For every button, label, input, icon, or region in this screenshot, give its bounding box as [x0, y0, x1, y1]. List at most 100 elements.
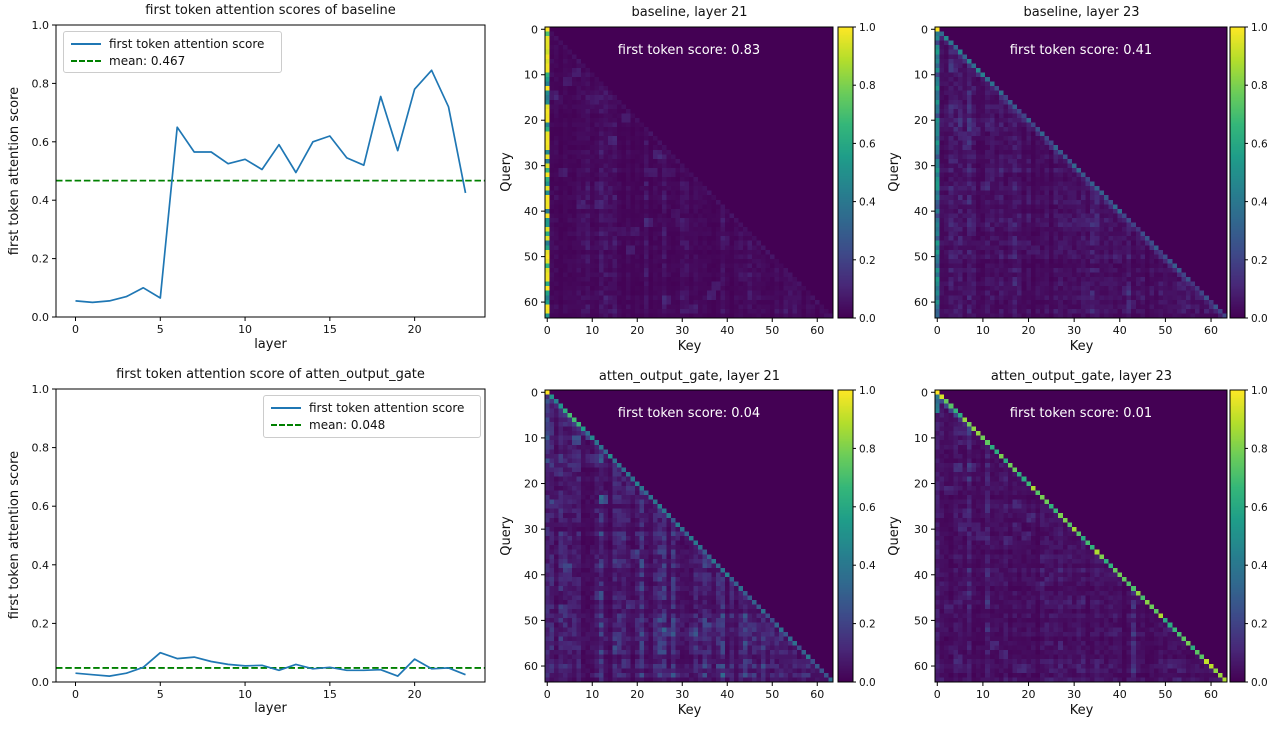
x-tick-label: 5	[157, 688, 164, 701]
legend-dash-sample	[271, 424, 301, 427]
plot-title-gate-l21: atten_output_gate, layer 21	[598, 369, 781, 384]
y-tick-label: 60	[914, 660, 928, 673]
x-tick-label: 20	[408, 323, 422, 336]
x-axis-label-key: Key	[1069, 339, 1094, 354]
x-tick-label: 10	[976, 688, 990, 701]
y-tick-label: 10	[914, 432, 928, 445]
legend-entry-series: first token attention score	[71, 35, 274, 52]
colorbar-tick-label: 0.2	[859, 619, 876, 631]
x-tick-label: 15	[323, 688, 337, 701]
y-tick-label: 0.6	[32, 136, 50, 149]
x-tick-label: 0	[934, 324, 941, 337]
x-tick-label: 20	[408, 688, 422, 701]
y-tick-label: 0.4	[32, 559, 50, 572]
y-tick-label: 60	[524, 660, 538, 673]
y-tick-label: 10	[914, 69, 928, 82]
y-tick-label: 0.0	[32, 676, 50, 689]
x-tick-label: 20	[630, 324, 644, 337]
y-tick-label: 0	[531, 386, 538, 399]
colorbar-tick-label: 0.0	[859, 677, 876, 689]
y-tick-label: 0.8	[32, 77, 50, 90]
y-tick-label: 20	[914, 478, 928, 491]
plot-title-baseline-l23: baseline, layer 23	[1023, 5, 1140, 20]
x-tick-label: 10	[238, 323, 252, 336]
y-tick-label: 50	[914, 614, 928, 627]
x-tick-label: 50	[1158, 688, 1172, 701]
x-tick-label: 40	[720, 324, 734, 337]
annotation-first-token-score: first token score: 0.83	[617, 43, 761, 58]
y-tick-label: 0.0	[32, 311, 50, 324]
y-tick-label: 30	[914, 160, 928, 173]
y-tick-label: 10	[524, 69, 538, 82]
annotation-first-token-score: first token score: 0.41	[1009, 43, 1153, 58]
y-tick-label: 40	[914, 569, 928, 582]
x-tick-label: 50	[1158, 324, 1172, 337]
x-tick-label: 60	[1204, 688, 1218, 701]
x-tick-label: 10	[585, 324, 599, 337]
y-tick-label: 50	[524, 251, 538, 264]
colorbar-tick-label: 0.2	[1251, 255, 1268, 267]
colorbar-atten-output-gate-layer-23	[1230, 390, 1245, 682]
x-tick-label: 50	[765, 324, 779, 337]
x-tick-label: 10	[585, 688, 599, 701]
x-tick-label: 40	[1113, 688, 1127, 701]
x-tick-label: 0	[72, 688, 79, 701]
x-tick-label: 60	[1204, 324, 1218, 337]
x-tick-label: 0	[544, 688, 551, 701]
x-tick-label: 60	[810, 688, 824, 701]
colorbar-tick-label: 1.0	[1251, 385, 1268, 397]
y-tick-label: 0.6	[32, 500, 50, 513]
heatmap-baseline-layer-21	[545, 27, 833, 318]
colorbar-tick-label: 0.6	[1251, 502, 1268, 514]
colorbar-tick-label: 0.4	[859, 560, 876, 572]
y-axis-label-query: Query	[887, 516, 902, 556]
x-tick-label: 0	[72, 323, 79, 336]
colorbar-tick-label: 1.0	[859, 385, 876, 397]
x-tick-label: 10	[238, 688, 252, 701]
y-axis-label-score: first token attention score	[7, 86, 22, 256]
attention-score-line	[75, 651, 466, 677]
y-tick-label: 1.0	[32, 19, 50, 32]
x-tick-label: 0	[544, 324, 551, 337]
legend-atten-output-gate: first token attention score mean: 0.048	[263, 395, 481, 438]
x-axis-label-layer: layer	[254, 701, 287, 716]
y-tick-label: 0.2	[32, 253, 50, 266]
colorbar-atten-output-gate-layer-21	[838, 390, 853, 682]
y-tick-label: 60	[914, 296, 928, 309]
colorbar-tick-label: 0.2	[1251, 619, 1268, 631]
x-tick-label: 0	[934, 688, 941, 701]
y-tick-label: 50	[914, 251, 928, 264]
y-axis-label-query: Query	[887, 152, 902, 192]
y-tick-label: 0	[531, 23, 538, 36]
x-tick-label: 20	[1022, 324, 1036, 337]
plot-title-baseline-l21: baseline, layer 21	[631, 5, 748, 20]
heatmap-atten-output-gate-layer-21	[545, 390, 833, 682]
colorbar-tick-label: 0.0	[1251, 677, 1268, 689]
legend-label: first token attention score	[309, 400, 465, 415]
legend-label: first token attention score	[109, 36, 265, 51]
legend-dash-sample	[71, 59, 101, 62]
colorbar-tick-label: 0.4	[1251, 560, 1268, 572]
legend-label: mean: 0.048	[309, 418, 386, 433]
heatmap-atten-output-gate-layer-23	[935, 390, 1227, 682]
x-tick-label: 30	[1067, 688, 1081, 701]
colorbar-tick-label: 0.8	[859, 443, 876, 455]
y-tick-label: 0.4	[32, 194, 50, 207]
colorbar-tick-label: 0.6	[859, 502, 876, 514]
legend-baseline: first token attention score mean: 0.467	[63, 31, 282, 73]
legend-entry-series: first token attention score	[271, 399, 473, 416]
x-tick-label: 5	[157, 323, 164, 336]
colorbar-tick-label: 0.4	[859, 197, 876, 209]
x-tick-label: 40	[1113, 324, 1127, 337]
colorbar-tick-label: 0.8	[1251, 443, 1268, 455]
colorbar-tick-label: 0.8	[859, 80, 876, 92]
colorbar-tick-label: 0.0	[1251, 313, 1268, 325]
colorbar-tick-label: 0.8	[1251, 80, 1268, 92]
y-tick-label: 20	[524, 478, 538, 491]
y-tick-label: 40	[524, 569, 538, 582]
colorbar-tick-label: 0.2	[859, 255, 876, 267]
y-tick-label: 40	[914, 205, 928, 218]
colorbar-baseline-layer-23	[1230, 27, 1245, 318]
legend-label: mean: 0.467	[109, 53, 186, 68]
